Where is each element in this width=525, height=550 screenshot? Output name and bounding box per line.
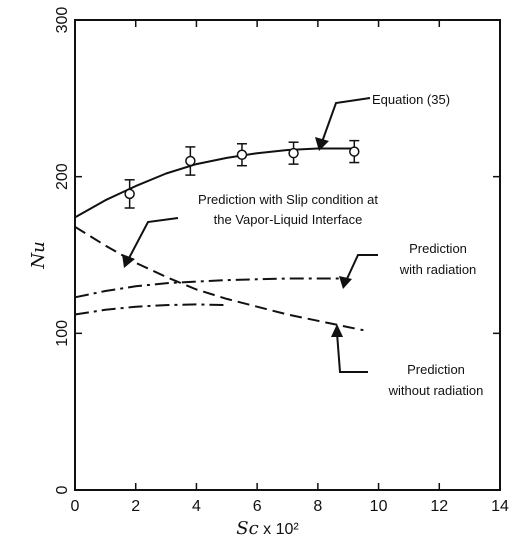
annotation-with-radiation-line2: with radiation — [399, 262, 477, 277]
annotation-without-radiation-line1: Prediction — [407, 362, 465, 377]
arrowhead-slip — [122, 254, 135, 268]
x-tick-label-14: 14 — [491, 498, 509, 515]
x-tick-label-12: 12 — [430, 498, 448, 515]
data-point-4 — [349, 146, 360, 157]
data-point-1 — [185, 155, 196, 167]
arrowhead-without-radiation — [331, 324, 343, 337]
series-line-0 — [74, 147, 355, 219]
series-layer — [74, 147, 364, 332]
x-tick-label-10: 10 — [370, 498, 388, 515]
x-tick-label-8: 8 — [313, 498, 322, 515]
annotation-equation-35: Equation (35) — [372, 92, 450, 107]
arrowhead-with-radiation — [339, 276, 352, 289]
x-tick-label-6: 6 — [253, 498, 262, 515]
plot-frame — [74, 19, 501, 491]
leader-slip — [127, 217, 179, 261]
leader-lines — [127, 97, 378, 373]
experimental-points — [124, 139, 360, 209]
leader-with-radiation — [345, 254, 378, 282]
x-tick-label-0: 0 — [71, 498, 80, 515]
annotation-without-radiation-line2: without radiation — [388, 383, 484, 398]
x-tick-label-4: 4 — [192, 498, 201, 515]
arrowhead-equation-35 — [315, 137, 329, 151]
leader-without-radiation — [336, 332, 368, 373]
series-line-3 — [74, 303, 227, 316]
data-point-3 — [288, 147, 299, 159]
x-axis-label-symbol: Sc — [236, 518, 258, 539]
arrowheads — [122, 137, 352, 337]
leader-equation-35 — [321, 97, 371, 143]
axis-ticks: 0 2 4 6 8 10 12 14 0 100 200 300 — [54, 7, 509, 515]
data-point-0 — [124, 188, 135, 200]
y-tick-label-100: 100 — [54, 320, 71, 347]
x-axis-label: Sc x 10² — [236, 518, 299, 539]
annotation-slip-line2: the Vapor-Liquid Interface — [214, 212, 363, 227]
y-tick-label-200: 200 — [54, 163, 71, 190]
y-axis-label: Nu — [28, 241, 49, 269]
y-tick-label-300: 300 — [54, 7, 71, 34]
series-line-2 — [74, 277, 349, 299]
x-axis-label-suffix: x 10² — [259, 521, 300, 538]
x-tick-label-2: 2 — [131, 498, 140, 515]
y-tick-label-0: 0 — [54, 485, 71, 494]
annotations: Equation (35) Prediction with Slip condi… — [198, 92, 483, 398]
annotation-with-radiation-line1: Prediction — [409, 241, 467, 256]
data-point-2 — [236, 149, 248, 160]
annotation-slip-line1: Prediction with Slip condition at — [198, 192, 378, 207]
